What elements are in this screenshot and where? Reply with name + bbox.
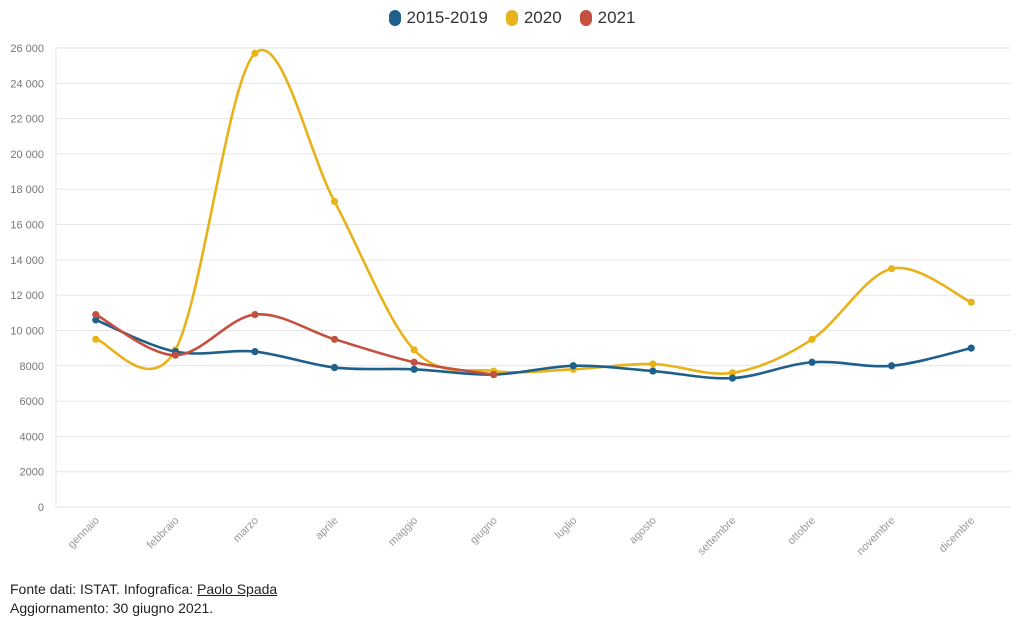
legend-item-2021[interactable]: 2021 bbox=[579, 8, 636, 28]
data-point-2015-2019[interactable] bbox=[330, 363, 339, 372]
x-tick-label: aprile bbox=[313, 515, 341, 543]
y-tick-label: 26 000 bbox=[10, 43, 44, 55]
updated-text: Aggiornamento: 30 giugno 2021. bbox=[10, 600, 214, 616]
data-point-2020[interactable] bbox=[728, 369, 737, 377]
data-point-2021[interactable] bbox=[171, 351, 179, 359]
series-line-2015-2019 bbox=[95, 318, 972, 380]
data-point-2020[interactable] bbox=[410, 346, 418, 354]
legend-label: 2021 bbox=[597, 8, 636, 27]
data-point-2015-2019[interactable] bbox=[569, 362, 577, 370]
data-point-2020[interactable] bbox=[92, 335, 100, 343]
x-tick-label: maggio bbox=[386, 515, 420, 549]
data-point-2021[interactable] bbox=[92, 310, 100, 319]
y-tick-label: 8000 bbox=[20, 361, 44, 373]
footer-source: Fonte dati: ISTAT. Infografica: Paolo Sp… bbox=[10, 580, 277, 618]
data-point-2020[interactable] bbox=[649, 360, 657, 368]
data-point-2021[interactable] bbox=[490, 370, 498, 379]
y-tick-label: 10 000 bbox=[10, 325, 44, 337]
x-axis: gennaio febbraio marzo aprile maggio giugno lu… bbox=[66, 515, 978, 558]
gridlines bbox=[56, 47, 1011, 508]
data-point-2021[interactable] bbox=[251, 310, 259, 319]
x-tick-label: ottobre bbox=[785, 515, 818, 548]
data-point-2015-2019[interactable] bbox=[251, 348, 259, 356]
legend-label: 2020 bbox=[523, 8, 562, 27]
data-point-2015-2019[interactable] bbox=[888, 362, 896, 370]
data-point-2021[interactable] bbox=[410, 358, 418, 366]
y-tick-label: 12 000 bbox=[10, 290, 44, 302]
x-tick-label: novembre bbox=[855, 515, 898, 558]
data-point-2015-2019[interactable] bbox=[410, 365, 418, 373]
data-point-2020[interactable] bbox=[808, 335, 816, 343]
x-tick-label: gennaio bbox=[66, 515, 102, 551]
y-tick-label: 16 000 bbox=[10, 220, 44, 232]
legend-label: 2015-2019 bbox=[406, 8, 488, 27]
x-tick-label: giugno bbox=[468, 515, 500, 547]
data-point-2015-2019[interactable] bbox=[92, 316, 100, 324]
source-text: Fonte dati: ISTAT. Infografica: bbox=[10, 581, 198, 597]
legend-item-2020[interactable]: 2020 bbox=[505, 8, 562, 28]
x-tick-label: febbraio bbox=[145, 515, 182, 552]
y-tick-label: 20 000 bbox=[10, 149, 44, 161]
legend-item-2015-2019[interactable]: 2015-2019 bbox=[388, 8, 488, 28]
y-tick-label: 2000 bbox=[20, 467, 44, 479]
data-point-2015-2019[interactable] bbox=[808, 358, 816, 366]
series-lines bbox=[95, 48, 972, 380]
data-point-2020[interactable] bbox=[330, 197, 339, 206]
y-tick-label: 0 bbox=[38, 502, 44, 514]
data-point-2020[interactable] bbox=[888, 265, 896, 273]
author-link[interactable]: Paolo Spada bbox=[197, 581, 278, 597]
data-point-2021[interactable] bbox=[330, 335, 339, 343]
legend-swatch bbox=[388, 10, 401, 26]
y-axis: 0 2000 4000 6000 8000 10 000 12 000 14 000 16 00… bbox=[10, 43, 57, 514]
y-tick-label: 22 000 bbox=[10, 114, 44, 126]
data-point-2020[interactable] bbox=[251, 49, 259, 57]
data-point-2015-2019[interactable] bbox=[967, 344, 975, 352]
legend-swatch bbox=[579, 10, 592, 26]
x-tick-label: luglio bbox=[553, 515, 580, 542]
series-line-2020 bbox=[95, 48, 972, 375]
series-points bbox=[92, 49, 975, 382]
y-tick-label: 18 000 bbox=[10, 184, 44, 196]
x-tick-label: settembre bbox=[696, 515, 739, 558]
legend: 2015-2019 2020 2021 bbox=[0, 8, 1024, 28]
y-tick-label: 14 000 bbox=[10, 255, 44, 267]
y-tick-label: 6000 bbox=[20, 396, 44, 408]
x-tick-label: marzo bbox=[231, 515, 261, 545]
x-tick-label: dicembre bbox=[937, 515, 977, 555]
legend-swatch bbox=[505, 10, 518, 26]
y-tick-label: 4000 bbox=[20, 431, 44, 443]
data-point-2015-2019[interactable] bbox=[728, 374, 737, 382]
x-tick-label: agosto bbox=[627, 515, 659, 547]
data-point-2020[interactable] bbox=[967, 298, 975, 306]
y-tick-label: 24 000 bbox=[10, 78, 44, 90]
data-point-2015-2019[interactable] bbox=[649, 367, 657, 375]
